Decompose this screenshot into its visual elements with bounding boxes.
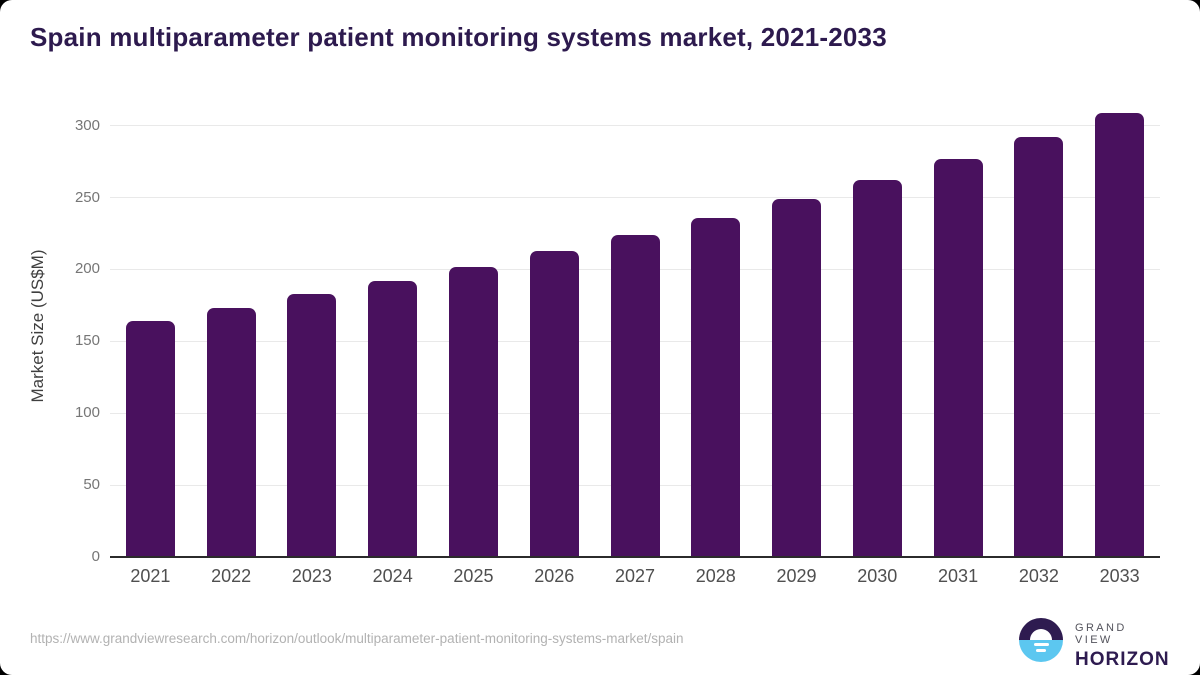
bar-2028[interactable] [691, 217, 741, 557]
y-tick-200: 200 [74, 260, 100, 278]
bar-2031[interactable] [933, 158, 983, 557]
y-tick-300: 300 [74, 116, 100, 134]
x-tick-2022: 2022 [211, 566, 252, 586]
x-tick-2028: 2028 [695, 566, 736, 586]
x-tick-2021: 2021 [130, 566, 171, 586]
x-tick-2033: 2033 [1099, 566, 1140, 586]
gridline-250 [110, 197, 1160, 198]
bar-2021[interactable] [125, 321, 175, 557]
x-tick-2032: 2032 [1018, 566, 1059, 586]
logo-text-grand-view: GRAND VIEW [1075, 622, 1127, 646]
y-tick-150: 150 [74, 332, 100, 350]
x-tick-2029: 2029 [776, 566, 817, 586]
bar-2026[interactable] [529, 250, 579, 557]
logo-text: GRAND VIEW HORIZON [1075, 622, 1170, 671]
bar-2023[interactable] [287, 293, 337, 557]
x-tick-2023: 2023 [291, 566, 332, 586]
logo-text-horizon: HORIZON [1075, 649, 1170, 670]
chart-title: Spain multiparameter patient monitoring … [30, 22, 887, 52]
x-tick-2025: 2025 [453, 566, 494, 586]
bar-2029[interactable] [772, 198, 822, 557]
logo-reflection-line-2 [1036, 648, 1046, 652]
x-tick-2026: 2026 [534, 566, 575, 586]
source-url: https://www.grandviewresearch.com/horizo… [30, 631, 684, 646]
bar-2025[interactable] [448, 266, 498, 557]
x-tick-2027: 2027 [614, 566, 656, 586]
logo-reflection-line-1 [1033, 643, 1049, 646]
bar-2027[interactable] [610, 234, 660, 557]
gridline-300 [110, 125, 1160, 127]
horizon-sun-icon [1019, 618, 1063, 662]
x-axis-line [110, 556, 1160, 558]
x-tick-2030: 2030 [857, 566, 898, 586]
y-tick-250: 250 [74, 188, 100, 206]
bar-2032[interactable] [1014, 137, 1064, 557]
y-tick-100: 100 [74, 404, 100, 422]
logo-sun-arch [1030, 629, 1052, 640]
x-tick-2024: 2024 [372, 566, 413, 586]
bar-2030[interactable] [852, 180, 902, 557]
bar-2022[interactable] [206, 308, 256, 557]
bar-2024[interactable] [368, 280, 418, 557]
y-tick-0: 0 [91, 548, 100, 565]
x-tick-2031: 2031 [938, 566, 979, 586]
bar-2033[interactable] [1095, 112, 1145, 557]
y-tick-50: 50 [83, 476, 100, 494]
grand-view-horizon-logo: GRAND VIEW HORIZON [1019, 618, 1169, 670]
